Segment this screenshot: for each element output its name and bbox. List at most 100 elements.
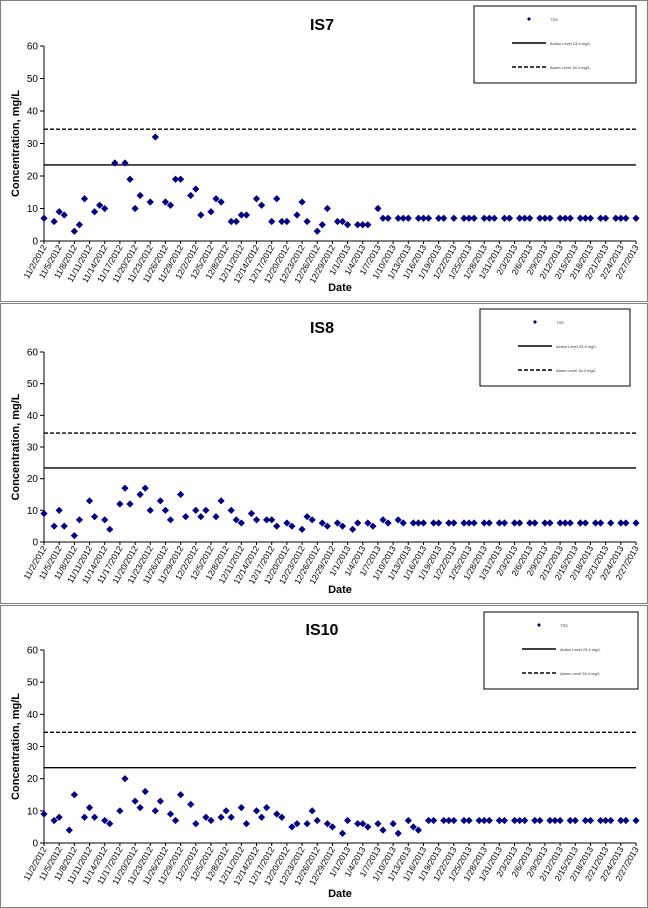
data-point <box>126 175 134 183</box>
chart-panel: IS7010203040506011/2/201211/5/201211/8/2… <box>0 0 648 302</box>
data-point <box>192 185 200 193</box>
data-point <box>217 497 225 505</box>
data-point <box>50 816 58 825</box>
data-point <box>242 820 250 828</box>
data-point <box>121 484 129 492</box>
data-point <box>394 214 402 222</box>
data-point <box>171 816 180 825</box>
legend-marker-tss <box>527 17 531 21</box>
data-point <box>384 214 392 222</box>
data-point <box>622 816 630 825</box>
data-point <box>116 807 124 815</box>
data-point <box>440 214 448 222</box>
data-point <box>126 500 134 508</box>
data-point <box>232 217 240 226</box>
data-point <box>60 211 68 219</box>
data-point <box>617 519 625 527</box>
data-point <box>596 519 605 527</box>
data-point <box>485 519 493 527</box>
data-point <box>257 201 266 209</box>
data-point <box>177 490 185 499</box>
data-point <box>197 513 205 521</box>
y-tick-label: 60 <box>27 348 39 359</box>
data-point <box>460 816 468 825</box>
legend-marker-tss <box>537 623 541 627</box>
data-point <box>90 813 99 821</box>
y-axis-label: Concentration, mg/L <box>10 90 22 197</box>
data-point <box>263 804 271 812</box>
data-point <box>323 522 331 530</box>
data-point <box>338 522 347 530</box>
data-point <box>227 506 235 514</box>
data-point <box>242 211 250 219</box>
y-tick-label: 0 <box>32 538 38 549</box>
data-point <box>136 490 144 499</box>
data-point <box>85 497 94 505</box>
data-point <box>323 204 331 213</box>
data-point <box>303 820 311 828</box>
legend-label: Alarm Level 34.4 mg/L <box>556 368 597 373</box>
data-point <box>485 816 493 825</box>
data-point <box>500 214 509 222</box>
data-point <box>566 816 574 825</box>
data-point <box>131 204 139 213</box>
data-point <box>430 816 438 825</box>
data-point <box>607 816 615 825</box>
data-point <box>435 519 443 527</box>
y-axis-label: Concentration, mg/L <box>10 693 22 800</box>
data-point <box>414 826 423 834</box>
data-point <box>278 217 286 226</box>
data-point <box>343 816 352 825</box>
data-point <box>556 214 564 222</box>
chart-title: IS10 <box>306 622 339 639</box>
data-point <box>505 214 514 222</box>
data-point <box>237 804 245 812</box>
data-point <box>182 513 190 521</box>
data-point <box>111 159 119 167</box>
data-point <box>419 519 428 527</box>
data-point <box>70 532 78 540</box>
chart-title: IS8 <box>310 320 334 337</box>
data-point <box>227 813 235 821</box>
legend: TSS Action Level 23.4 mg/L Alarm Level 34.… <box>483 611 639 690</box>
x-axis-label: Date <box>328 584 352 596</box>
data-point <box>323 820 331 828</box>
y-tick-label: 50 <box>27 678 39 689</box>
data-point <box>495 816 503 825</box>
data-point <box>596 816 605 825</box>
data-point <box>101 816 109 825</box>
data-point <box>576 214 584 222</box>
y-tick-label: 60 <box>27 42 39 53</box>
x-axis-label: Date <box>328 888 352 900</box>
legend: TSS Action Level 23.4 mg/L Alarm Level 34.… <box>479 308 631 387</box>
data-point <box>146 506 154 514</box>
data-point <box>394 829 402 837</box>
data-point <box>632 816 640 825</box>
data-point <box>156 797 164 805</box>
data-point <box>212 195 220 203</box>
data-point <box>90 513 99 521</box>
data-point <box>622 214 630 222</box>
data-point <box>318 221 326 229</box>
data-point <box>55 506 63 514</box>
data-point <box>136 804 144 812</box>
data-point <box>409 519 417 527</box>
data-point <box>161 506 170 514</box>
data-point <box>531 519 539 527</box>
data-point <box>430 519 438 527</box>
data-point <box>384 519 392 527</box>
data-point <box>379 826 387 834</box>
data-point <box>308 516 316 524</box>
data-point <box>374 204 382 213</box>
data-point <box>561 519 569 527</box>
data-point <box>75 516 84 524</box>
data-point <box>90 208 99 216</box>
data-point <box>531 816 539 825</box>
data-point <box>500 816 509 825</box>
data-point <box>273 195 281 203</box>
data-point <box>470 214 478 222</box>
data-point <box>333 217 342 226</box>
data-point <box>136 191 144 200</box>
chart-panel: IS8010203040506011/2/201211/5/201211/8/2… <box>0 303 648 604</box>
data-point <box>96 201 104 209</box>
